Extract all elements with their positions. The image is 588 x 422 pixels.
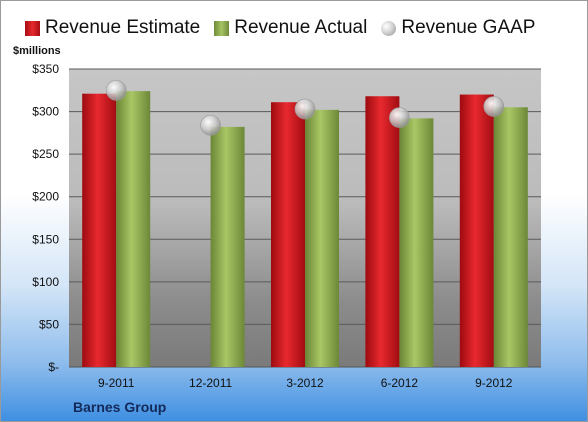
y-tick-label: $150 bbox=[32, 232, 59, 246]
y-tick-label: $250 bbox=[32, 147, 59, 161]
x-tick-label: 9-2011 bbox=[98, 376, 135, 390]
company-name: Barnes Group bbox=[73, 399, 167, 415]
legend-swatch-estimate bbox=[25, 20, 40, 36]
legend-item-estimate: Revenue Estimate bbox=[25, 17, 200, 39]
bar-revenue-actual bbox=[210, 126, 245, 367]
bar-revenue-actual bbox=[116, 91, 151, 367]
marker-revenue-gaap bbox=[483, 96, 505, 117]
legend-swatch-gaap bbox=[381, 20, 397, 36]
marker-revenue-gaap bbox=[105, 79, 127, 101]
bar-revenue-actual bbox=[493, 107, 528, 368]
x-tick-label: 9-2012 bbox=[475, 376, 513, 390]
x-tick-label: 12-2011 bbox=[189, 376, 232, 390]
bars bbox=[82, 91, 528, 368]
marker-revenue-gaap bbox=[200, 114, 221, 136]
y-tick-label: $350 bbox=[32, 62, 59, 76]
bar-revenue-estimate bbox=[459, 94, 494, 368]
y-tick-label: $100 bbox=[32, 275, 59, 289]
x-tick-label: 3-2012 bbox=[286, 376, 324, 390]
bar-revenue-actual bbox=[305, 109, 339, 368]
marker-revenue-gaap bbox=[294, 98, 316, 120]
y-axis-unit-label: $millions bbox=[13, 45, 61, 57]
bar-revenue-actual bbox=[399, 118, 434, 367]
gaap-markers bbox=[105, 79, 505, 136]
legend: Revenue Estimate Revenue Actual Revenue … bbox=[25, 17, 549, 39]
bar-revenue-estimate bbox=[365, 96, 400, 367]
legend-label-actual: Revenue Actual bbox=[234, 17, 368, 38]
bar-revenue-estimate bbox=[82, 93, 117, 367]
y-tick-label: $50 bbox=[39, 317, 59, 331]
legend-label-gaap: Revenue GAAP bbox=[401, 17, 536, 38]
bar-revenue-estimate bbox=[271, 102, 305, 367]
y-tick-label: $300 bbox=[32, 105, 59, 119]
y-tick-label: $- bbox=[48, 360, 59, 374]
legend-item-gaap: Revenue GAAP bbox=[381, 17, 535, 39]
legend-swatch-actual bbox=[214, 20, 230, 36]
marker-revenue-gaap bbox=[389, 107, 410, 128]
y-tick-labels: $- $50 $100 $150 $200 $250 $300 $350 bbox=[32, 62, 59, 374]
legend-item-actual: Revenue Actual bbox=[214, 17, 367, 39]
legend-label-estimate: Revenue Estimate bbox=[45, 17, 201, 38]
x-tick-labels: 9-2011 12-2011 3-2012 6-2012 9-2012 bbox=[98, 376, 513, 390]
y-tick-label: $200 bbox=[32, 190, 59, 204]
x-tick-label: 6-2012 bbox=[381, 376, 419, 390]
